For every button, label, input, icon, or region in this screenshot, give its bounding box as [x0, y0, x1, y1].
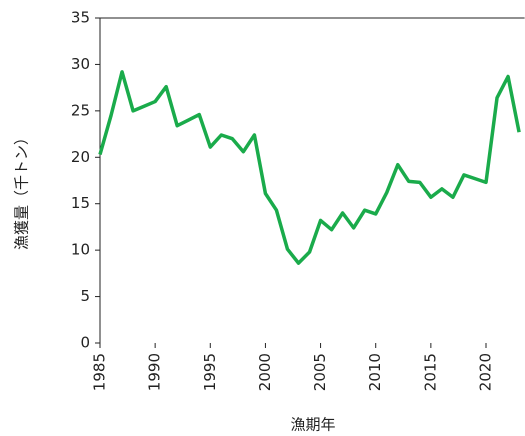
x-tick-label: 1995	[201, 353, 219, 391]
y-tick-label: 20	[71, 148, 90, 166]
y-tick-label: 15	[71, 194, 90, 212]
x-tick-label: 2015	[421, 353, 439, 391]
x-tick-label: 1990	[146, 353, 164, 391]
x-tick-label: 2000	[256, 353, 274, 391]
y-tick-label: 35	[71, 9, 90, 27]
data-line	[98, 70, 521, 265]
y-tick-label: 25	[71, 101, 90, 119]
y-tick-label: 30	[71, 55, 90, 73]
y-axis-label: 漁獲量（千トン）	[13, 130, 31, 250]
x-tick-label: 2020	[477, 353, 495, 391]
x-tick-label: 1985	[91, 353, 109, 391]
x-tick-label: 2010	[366, 353, 384, 391]
x-tick-label: 2005	[311, 353, 329, 391]
y-tick-label: 5	[80, 287, 90, 305]
x-axis-label: 漁期年	[290, 416, 335, 434]
y-tick-label: 10	[71, 241, 90, 259]
y-tick-label: 0	[80, 334, 90, 352]
